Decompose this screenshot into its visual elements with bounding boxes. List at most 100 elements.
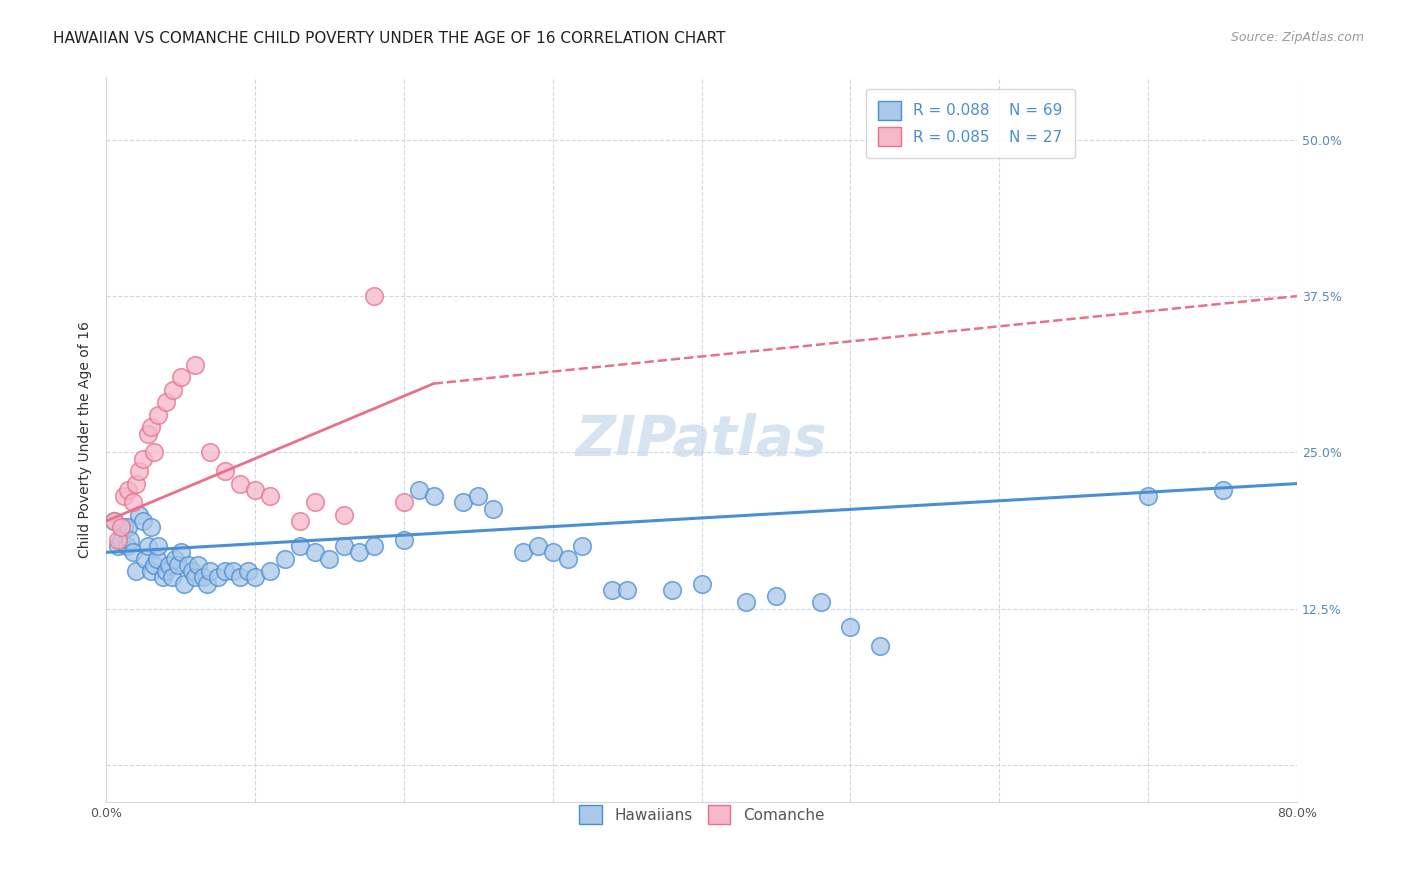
Point — [392, 495, 415, 509]
Point — [363, 539, 385, 553]
Y-axis label: Child Poverty Under the Age of 16: Child Poverty Under the Age of 16 — [79, 321, 93, 558]
Text: Source: ZipAtlas.com: Source: ZipAtlas.com — [1230, 31, 1364, 45]
Point — [869, 639, 891, 653]
Point — [155, 395, 177, 409]
Point — [392, 533, 415, 547]
Point — [200, 564, 222, 578]
Point — [181, 564, 204, 578]
Point — [482, 501, 505, 516]
Point — [122, 495, 145, 509]
Point — [288, 539, 311, 553]
Point — [541, 545, 564, 559]
Point — [467, 489, 489, 503]
Point — [125, 476, 148, 491]
Point — [274, 551, 297, 566]
Point — [184, 358, 207, 372]
Point — [136, 426, 159, 441]
Point — [145, 551, 167, 566]
Point — [839, 620, 862, 634]
Point — [160, 570, 183, 584]
Point — [243, 570, 266, 584]
Point — [214, 464, 236, 478]
Point — [128, 464, 150, 478]
Point — [333, 508, 356, 522]
Point — [259, 489, 281, 503]
Point — [115, 539, 138, 553]
Point — [155, 564, 177, 578]
Point — [163, 551, 186, 566]
Point — [318, 551, 340, 566]
Point — [148, 408, 170, 422]
Point — [259, 564, 281, 578]
Point — [117, 520, 139, 534]
Point — [616, 582, 638, 597]
Point — [132, 451, 155, 466]
Point — [177, 558, 200, 572]
Point — [690, 576, 713, 591]
Point — [191, 570, 214, 584]
Point — [169, 370, 191, 384]
Point — [169, 545, 191, 559]
Point — [408, 483, 430, 497]
Point — [304, 545, 326, 559]
Point — [136, 539, 159, 553]
Point — [107, 533, 129, 547]
Point — [347, 545, 370, 559]
Point — [600, 582, 623, 597]
Text: ZIPatlas: ZIPatlas — [576, 413, 827, 467]
Point — [128, 508, 150, 522]
Point — [134, 551, 156, 566]
Point — [512, 545, 534, 559]
Point — [132, 514, 155, 528]
Point — [333, 539, 356, 553]
Point — [112, 520, 135, 534]
Point — [122, 545, 145, 559]
Point — [148, 539, 170, 553]
Point — [765, 589, 787, 603]
Point — [243, 483, 266, 497]
Point — [571, 539, 593, 553]
Point — [557, 551, 579, 566]
Point — [187, 558, 209, 572]
Point — [166, 558, 188, 572]
Point — [125, 564, 148, 578]
Point — [735, 595, 758, 609]
Point — [453, 495, 475, 509]
Text: HAWAIIAN VS COMANCHE CHILD POVERTY UNDER THE AGE OF 16 CORRELATION CHART: HAWAIIAN VS COMANCHE CHILD POVERTY UNDER… — [53, 31, 725, 46]
Point — [1137, 489, 1160, 503]
Point — [139, 520, 162, 534]
Point — [288, 514, 311, 528]
Point — [207, 570, 229, 584]
Point — [117, 483, 139, 497]
Point — [422, 489, 444, 503]
Point — [229, 570, 252, 584]
Point — [173, 576, 195, 591]
Point — [661, 582, 683, 597]
Point — [184, 570, 207, 584]
Point — [810, 595, 832, 609]
Point — [304, 495, 326, 509]
Legend: Hawaiians, Comanche: Hawaiians, Comanche — [568, 795, 835, 835]
Point — [110, 520, 132, 534]
Point — [157, 558, 180, 572]
Point — [139, 564, 162, 578]
Point — [162, 383, 184, 397]
Point — [214, 564, 236, 578]
Point — [363, 289, 385, 303]
Point — [1211, 483, 1233, 497]
Point — [221, 564, 243, 578]
Point — [142, 445, 165, 459]
Point — [112, 489, 135, 503]
Point — [103, 514, 125, 528]
Point — [142, 558, 165, 572]
Point — [107, 539, 129, 553]
Point — [103, 514, 125, 528]
Point — [139, 420, 162, 434]
Point — [195, 576, 218, 591]
Point — [118, 533, 141, 547]
Point — [110, 533, 132, 547]
Point — [527, 539, 550, 553]
Point — [200, 445, 222, 459]
Point — [236, 564, 259, 578]
Point — [229, 476, 252, 491]
